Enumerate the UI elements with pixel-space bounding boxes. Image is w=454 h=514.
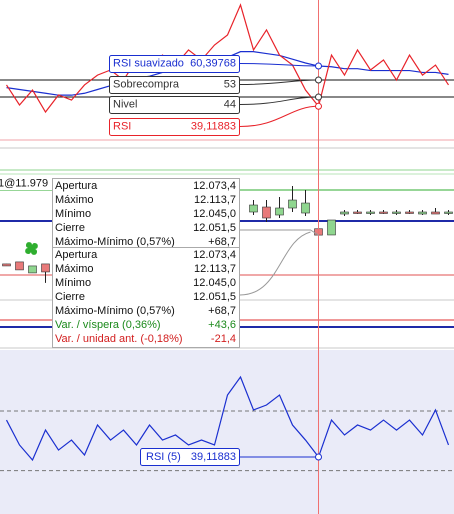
legend-name: RSI <box>113 120 131 132</box>
legend-name: RSI suavizado <box>113 57 184 69</box>
connector <box>239 63 319 67</box>
cursor-point <box>315 62 322 70</box>
cursor-point <box>315 453 322 461</box>
candle-body <box>444 211 453 214</box>
legend-value: 39,11883 <box>191 120 236 132</box>
candle-body <box>2 263 11 267</box>
candle-body <box>262 206 271 219</box>
candle-body <box>288 199 297 209</box>
tooltip-label: Apertura <box>55 249 98 261</box>
candle-body <box>327 219 336 236</box>
tooltip-label: Máximo-Mínimo (0,57%) <box>55 305 175 317</box>
tooltip-value: 12.051,5 <box>193 291 236 303</box>
candle-body <box>275 207 284 216</box>
tooltip-value: 12.073,4 <box>193 249 236 261</box>
legend-value: 39,11883 <box>191 451 236 463</box>
tooltip-label: Var. / víspera (0,36%) <box>55 319 161 331</box>
tooltip-value: 12.045,0 <box>193 277 236 289</box>
tooltip-label: Mínimo <box>55 277 91 289</box>
legend-box <box>140 448 240 467</box>
tooltip-box <box>52 247 240 348</box>
legend-box <box>109 76 240 94</box>
tooltip-value: +68,7 <box>208 236 236 248</box>
tooltip-value: +68,7 <box>208 305 236 317</box>
marker-label: 1@11.979 <box>0 177 48 189</box>
legend-value: 44 <box>224 98 236 110</box>
candle-body <box>405 211 414 214</box>
candle-body <box>392 211 401 214</box>
tooltip-label: Var. / unidad ant. (-0,18%) <box>55 333 183 345</box>
candle-body <box>301 202 310 214</box>
tooltip-label: Máximo-Mínimo (0,57%) <box>55 236 175 248</box>
tooltip-value: -21,4 <box>211 333 236 345</box>
tooltip-value: 12.051,5 <box>193 222 236 234</box>
tooltip-box <box>52 178 240 251</box>
tooltip-value: 12.113,7 <box>194 263 236 275</box>
clover-icon <box>25 242 38 255</box>
tooltip-connector <box>239 231 311 296</box>
connector <box>239 96 319 105</box>
candle-body <box>379 211 388 214</box>
tooltip-label: Mínimo <box>55 208 91 220</box>
candle-body <box>28 265 37 274</box>
tooltip-value: +43,6 <box>208 319 236 331</box>
candle-body <box>340 211 349 215</box>
candle-body <box>418 211 427 215</box>
tooltip-value: 12.073,4 <box>193 180 236 192</box>
candle-body <box>366 211 375 214</box>
tooltip-value: 12.045,0 <box>193 208 236 220</box>
tooltip-label: Apertura <box>55 180 98 192</box>
rsi-line <box>5 375 450 462</box>
candle-body <box>41 263 50 273</box>
rsi-line <box>5 3 450 114</box>
legend-box <box>109 55 240 73</box>
tooltip-label: Máximo <box>55 263 94 275</box>
candle-body <box>249 204 258 213</box>
marker-label-box <box>0 176 52 190</box>
legend-box <box>109 118 240 136</box>
cursor-point <box>315 93 322 101</box>
connector <box>239 79 319 85</box>
legend-name: Nivel <box>113 98 137 110</box>
legend-name: RSI (5) <box>146 451 181 463</box>
overlay-layer: RSI suavizado 60,39768 Sobrecompra 53 Nivel 4… <box>0 55 322 467</box>
cursor-point <box>315 102 322 110</box>
legend-value: 53 <box>224 78 236 90</box>
candle-body <box>431 211 440 215</box>
tooltip-label: Máximo <box>55 194 94 206</box>
tooltip-label: Cierre <box>55 222 85 234</box>
candle-body <box>353 211 362 214</box>
candle-body <box>15 261 24 271</box>
cursor-point <box>315 76 322 84</box>
legend-box <box>109 96 240 114</box>
legend-value: 60,39768 <box>190 57 236 69</box>
tooltip-value: 12.113,7 <box>194 194 236 206</box>
bottom-panel-background <box>0 350 454 514</box>
tooltip-connector <box>240 229 319 236</box>
legend-name: Sobrecompra <box>113 78 180 90</box>
tooltip-label: Cierre <box>55 291 85 303</box>
connector <box>239 105 319 127</box>
